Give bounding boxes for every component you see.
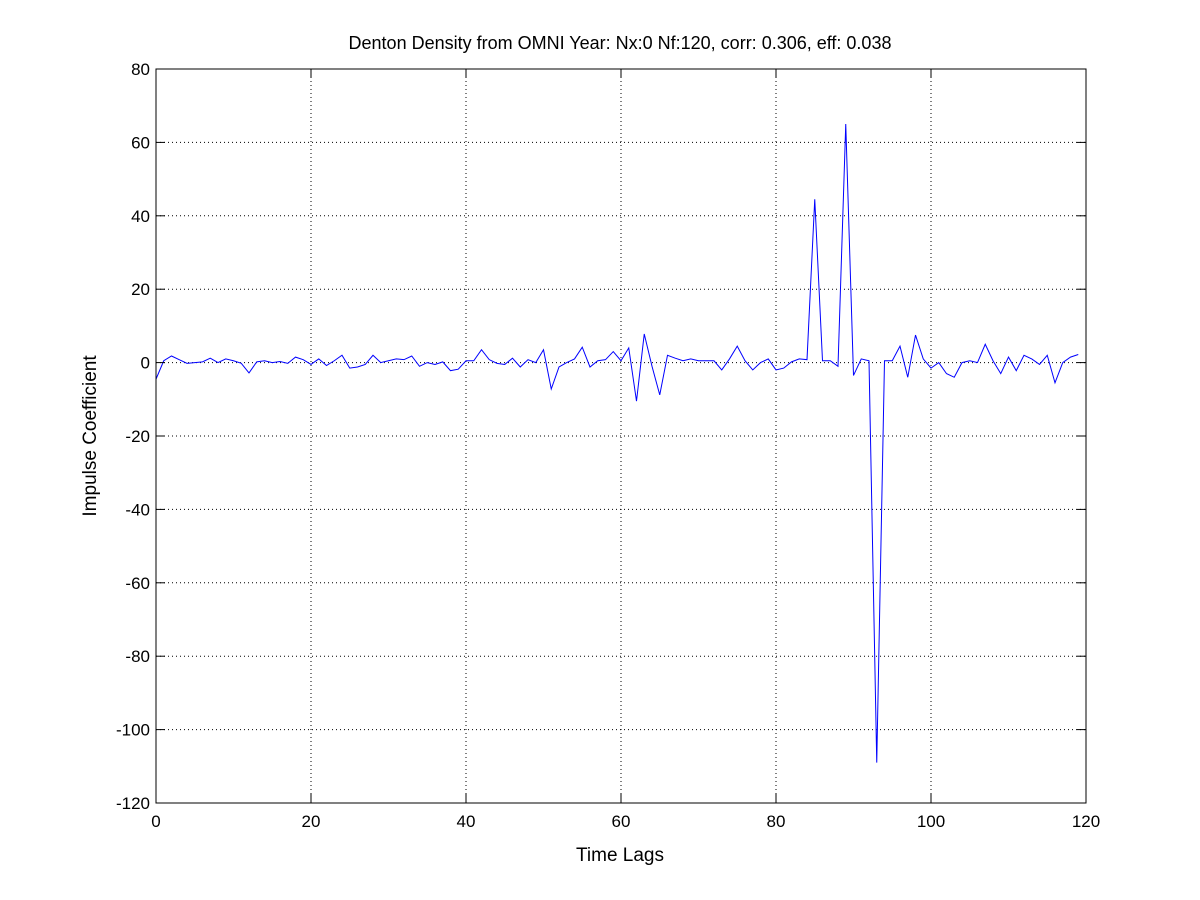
x-tick-label: 120: [1072, 812, 1100, 831]
data-layer: [155, 124, 1079, 763]
y-tick-label: 40: [131, 207, 150, 226]
y-tick-label: -60: [125, 574, 150, 593]
y-tick-label: 80: [131, 60, 150, 79]
y-axis-label: Impulse Coefficient: [80, 355, 101, 517]
y-tick-label: 0: [141, 354, 150, 373]
chart-title: Denton Density from OMNI Year: Nx:0 Nf:1…: [349, 33, 892, 53]
series-line-0: [155, 124, 1079, 763]
y-tick-label: -100: [116, 721, 150, 740]
axis-ticks: 0 20 40 60 80 100 120 -120 -100 -80 -60 -40 -20 0 20 40…: [116, 60, 1100, 831]
x-tick-label: 100: [917, 812, 945, 831]
x-axis-label: Time Lags: [576, 845, 664, 866]
x-tick-label: 80: [767, 812, 786, 831]
y-tick-label: -40: [125, 500, 150, 519]
grid-lines: [156, 69, 1086, 803]
x-tick-label: 0: [151, 812, 160, 831]
y-tick-label: -80: [125, 647, 150, 666]
x-tick-label: 60: [612, 812, 631, 831]
x-tick-label: 40: [457, 812, 476, 831]
y-tick-label: -120: [116, 794, 150, 813]
y-tick-label: -20: [125, 427, 150, 446]
y-tick-label: 60: [131, 133, 150, 152]
y-tick-label: 20: [131, 280, 150, 299]
x-tick-label: 20: [302, 812, 321, 831]
